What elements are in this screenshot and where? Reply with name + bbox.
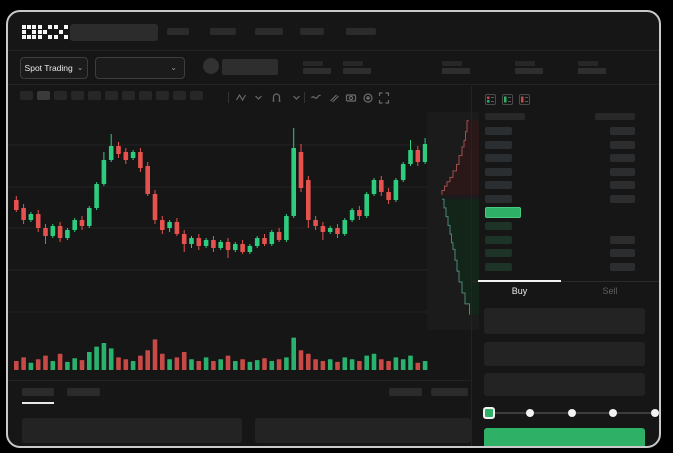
stat-value-4: [578, 68, 606, 74]
okx-logo: [22, 25, 68, 39]
camera-icon[interactable]: [345, 91, 357, 103]
settings-icon[interactable]: [362, 91, 374, 103]
stat-label-2: [442, 61, 462, 66]
timeframe-2[interactable]: [54, 91, 67, 100]
ask-price-0[interactable]: [485, 127, 512, 135]
bid-amount-3: [610, 262, 635, 271]
timeframe-10[interactable]: [190, 91, 203, 100]
nav-item-3[interactable]: [300, 28, 324, 35]
amount-slider-handle[interactable]: [483, 407, 495, 419]
bid-price-3[interactable]: [485, 262, 512, 271]
chevron-down-icon[interactable]: [291, 91, 303, 103]
pair-selector[interactable]: ⌄: [95, 57, 185, 79]
timeframe-7[interactable]: [139, 91, 152, 100]
ask-price-4[interactable]: [485, 181, 512, 189]
zigzag-icon[interactable]: [235, 91, 247, 103]
app-window: Spot Trading ⌄ ⌄ Buy Sell: [6, 10, 661, 448]
market-type-selector[interactable]: Spot Trading ⌄: [20, 57, 88, 79]
timeframe-8[interactable]: [156, 91, 169, 100]
bid-price-2[interactable]: [485, 249, 512, 257]
order-price-field[interactable]: [484, 308, 645, 334]
stat-value-0: [303, 68, 331, 74]
pair-name-placeholder: [222, 59, 278, 75]
magnet-icon[interactable]: [270, 91, 282, 103]
stat-value-1: [343, 68, 371, 74]
timeframe-0[interactable]: [20, 91, 33, 100]
chevron-down-icon: ⌄: [76, 63, 84, 72]
stat-label-3: [515, 61, 535, 66]
slider-stop-1[interactable]: [526, 409, 534, 417]
coin-icon: [203, 58, 219, 74]
stat-label-0: [303, 61, 323, 66]
timeframe-5[interactable]: [105, 91, 118, 100]
order-amount-field[interactable]: [484, 342, 645, 366]
orderbook-last-price[interactable]: [485, 207, 521, 218]
ask-price-2[interactable]: [485, 154, 512, 162]
bid-price-0[interactable]: [485, 222, 512, 230]
buy-submit-button[interactable]: [484, 428, 645, 446]
nav-item-0[interactable]: [167, 28, 189, 35]
ask-price-1[interactable]: [485, 140, 512, 149]
ask-price-5[interactable]: [485, 194, 512, 203]
stat-value-2: [442, 68, 470, 74]
wave-icon[interactable]: [310, 91, 322, 103]
tabs-divider: [471, 281, 659, 282]
ask-amount-5: [610, 194, 635, 203]
search-input[interactable]: [70, 24, 158, 41]
toolbar-separator: [228, 92, 229, 103]
orderbook-split-icon[interactable]: [485, 92, 496, 105]
tab-underline-active: [478, 280, 561, 282]
slider-stop-4[interactable]: [651, 409, 659, 417]
ask-price-3[interactable]: [485, 167, 512, 176]
nav-item-4[interactable]: [346, 28, 376, 35]
ask-amount-4: [610, 181, 635, 189]
expand-icon[interactable]: [378, 91, 390, 104]
timeframe-3[interactable]: [71, 91, 84, 100]
nav-item-1[interactable]: [210, 28, 236, 35]
ask-amount-2: [610, 154, 635, 162]
market-type-label: Spot Trading: [24, 63, 73, 73]
slider-stop-2[interactable]: [568, 409, 576, 417]
candlestick-chart[interactable]: [8, 108, 428, 372]
bottom-panel-left: [22, 418, 242, 443]
orderbook-asks-icon[interactable]: [519, 92, 530, 105]
ask-amount-0: [610, 127, 635, 135]
bottom-tab-history[interactable]: [67, 388, 100, 396]
bottom-divider: [8, 380, 471, 381]
bottom-panel-right: [255, 418, 471, 443]
depth-chart: [427, 112, 479, 330]
orderbook-header-amount: [595, 113, 635, 120]
orderbook-bids-icon[interactable]: [502, 92, 513, 105]
chevron-down-icon: ⌄: [170, 63, 177, 72]
timeframe-6[interactable]: [122, 91, 135, 100]
bid-amount-2: [610, 249, 635, 257]
stat-value-3: [515, 68, 543, 74]
bottom-action-1[interactable]: [389, 388, 422, 396]
brush-icon[interactable]: [328, 91, 340, 103]
bid-amount-1: [610, 235, 635, 244]
orderbook-header-price: [485, 113, 525, 120]
timeframe-4[interactable]: [88, 91, 101, 100]
ask-amount-1: [610, 140, 635, 149]
timeframe-1[interactable]: [37, 91, 50, 100]
bottom-tab-open-orders[interactable]: [22, 388, 54, 396]
tab-sell[interactable]: Sell: [602, 286, 618, 296]
marketbar-divider: [8, 84, 659, 85]
topbar-divider: [8, 50, 659, 51]
bottom-action-2[interactable]: [431, 388, 468, 396]
bottom-tab-underline: [22, 402, 54, 404]
bid-price-1[interactable]: [485, 235, 512, 244]
stat-label-1: [343, 61, 363, 66]
slider-stop-3[interactable]: [609, 409, 617, 417]
chevron-down-icon[interactable]: [253, 91, 265, 103]
stat-label-4: [578, 61, 598, 66]
timeframe-9[interactable]: [173, 91, 186, 100]
panel-divider: [471, 86, 472, 446]
order-total-field[interactable]: [484, 373, 645, 396]
toolbar-separator: [304, 92, 305, 103]
nav-item-2[interactable]: [255, 28, 283, 35]
ask-amount-3: [610, 167, 635, 176]
tab-buy[interactable]: Buy: [511, 286, 528, 296]
